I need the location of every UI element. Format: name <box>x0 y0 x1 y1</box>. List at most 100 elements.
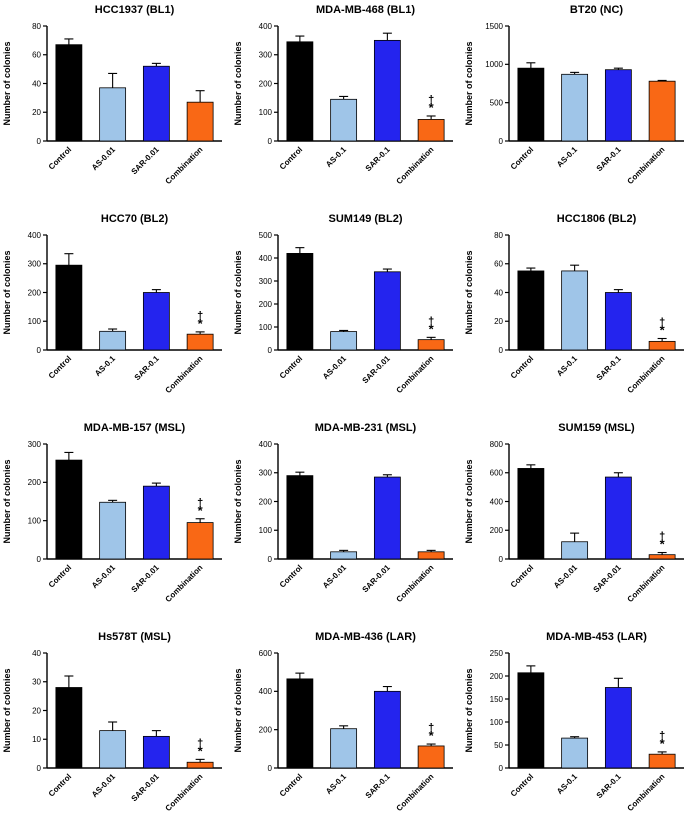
x-tick-label: AS-0.01 <box>90 772 118 800</box>
y-tick-label: 200 <box>490 526 504 535</box>
y-tick-label: 100 <box>28 317 42 326</box>
x-tick-label: Control <box>47 772 73 798</box>
dagger-annotation: † <box>659 531 665 543</box>
x-tick-label: Control <box>47 354 73 380</box>
bar-control <box>517 468 545 560</box>
y-tick-label: 400 <box>259 254 273 263</box>
x-tick-label: AS-0.1 <box>324 772 348 796</box>
y-tick-label: 200 <box>259 79 273 88</box>
y-tick-label: 0 <box>268 346 273 355</box>
x-tick-label: Control <box>278 145 304 171</box>
dagger-annotation: † <box>428 722 434 734</box>
chart-title: Hs578T (MSL) <box>98 631 171 643</box>
y-tick-label: 400 <box>28 231 42 240</box>
x-tick-label: Combination <box>626 772 667 813</box>
asterisk-annotation: * <box>429 728 435 743</box>
bar-as <box>561 73 589 142</box>
chart-svg-sum159-msl: SUM159 (MSL) Number of colonies 0 200 400 600… <box>464 422 684 604</box>
y-axis-label: Number of colonies <box>464 459 474 543</box>
bar-sar <box>142 65 170 142</box>
x-tick-label: SAR-0.01 <box>361 563 393 595</box>
bar-sar <box>604 476 632 560</box>
y-axis-label: Number of colonies <box>464 250 474 334</box>
y-tick-label: 200 <box>490 672 504 681</box>
y-tick-label: 300 <box>28 260 42 269</box>
bar-control <box>517 672 545 769</box>
bar-combination <box>417 745 445 769</box>
y-tick-label: 10 <box>32 735 41 744</box>
bar-combination <box>648 554 676 560</box>
chart-panel-bt20-nc: BT20 (NC) Number of colonies 0 500 1000 1500 C… <box>462 0 693 209</box>
x-tick-label: AS-0.01 <box>321 354 349 382</box>
bar-sar <box>142 292 170 351</box>
asterisk-annotation: * <box>198 503 204 518</box>
bar-as <box>330 331 358 351</box>
bar-sar <box>373 271 401 351</box>
y-tick-label: 0 <box>37 137 42 146</box>
chart-svg-mda-mb-436-lar: MDA-MB-436 (LAR) Number of colonies 0 200 40… <box>233 631 453 813</box>
bar-combination <box>186 333 214 351</box>
chart-panel-hcc1937-bl1: HCC1937 (BL1) Number of colonies 0 20 40 60 80… <box>0 0 231 209</box>
dagger-annotation: † <box>659 317 665 329</box>
chart-svg-mda-mb-453-lar: MDA-MB-453 (LAR) Number of colonies 0 50 100… <box>464 631 684 813</box>
bar-as <box>330 728 358 769</box>
chart-title: MDA-MB-157 (MSL) <box>84 422 186 434</box>
bar-combination <box>186 761 214 769</box>
x-tick-label: SAR-0.01 <box>361 354 393 386</box>
chart-panel-hcc1806-bl2: HCC1806 (BL2) Number of colonies 0 20 40 60 80… <box>462 209 693 418</box>
y-axis-label: Number of colonies <box>464 41 474 125</box>
x-tick-label: AS-0.01 <box>552 563 580 591</box>
bar-combination <box>417 551 445 560</box>
y-tick-label: 200 <box>28 288 42 297</box>
y-tick-label: 1000 <box>485 60 503 69</box>
bar-sar <box>142 485 170 560</box>
x-tick-label: SAR-0.1 <box>364 145 392 173</box>
chart-title: MDA-MB-468 (BL1) <box>316 4 415 16</box>
x-tick-label: SAR-0.1 <box>133 354 161 382</box>
chart-svg-mda-mb-468-bl1: MDA-MB-468 (BL1) Number of colonies 0 100 20… <box>233 4 453 186</box>
x-tick-label: AS-0.1 <box>555 145 579 169</box>
chart-panel-mda-mb-157-msl: MDA-MB-157 (MSL) Number of colonies 0 100 20… <box>0 418 231 627</box>
x-tick-label: Combination <box>395 145 436 186</box>
chart-panel-hcc70-bl2: HCC70 (BL2) Number of colonies 0 100 200 300 4… <box>0 209 231 418</box>
asterisk-annotation: * <box>198 743 204 758</box>
dagger-annotation: † <box>197 497 203 509</box>
x-tick-label: SAR-0.1 <box>364 772 392 800</box>
bar-control <box>517 67 545 142</box>
y-tick-label: 20 <box>32 108 41 117</box>
chart-title: MDA-MB-453 (LAR) <box>546 631 647 643</box>
x-tick-label: Control <box>278 563 304 589</box>
chart-title: MDA-MB-436 (LAR) <box>315 631 416 643</box>
x-tick-label: AS-0.1 <box>93 354 117 378</box>
x-tick-label: Combination <box>164 145 205 186</box>
y-axis-label: Number of colonies <box>233 41 243 125</box>
y-tick-label: 100 <box>259 323 273 332</box>
bar-control <box>55 459 83 560</box>
bar-combination <box>648 340 676 351</box>
y-axis-label: Number of colonies <box>2 250 12 334</box>
y-tick-label: 400 <box>259 687 273 696</box>
y-tick-label: 100 <box>490 718 504 727</box>
y-tick-label: 300 <box>259 277 273 286</box>
y-tick-label: 600 <box>259 649 273 658</box>
bar-control <box>55 264 83 351</box>
bar-sar <box>604 292 632 351</box>
x-tick-label: Control <box>278 772 304 798</box>
y-axis-label: Number of colonies <box>233 668 243 752</box>
x-tick-label: Control <box>278 354 304 380</box>
y-tick-label: 0 <box>499 764 504 773</box>
chart-panel-mda-mb-231-msl: MDA-MB-231 (MSL) Number of colonies 0 100 20… <box>231 418 462 627</box>
bar-as <box>561 541 589 560</box>
y-tick-label: 400 <box>259 22 273 31</box>
y-tick-label: 150 <box>490 695 504 704</box>
bar-sar <box>373 476 401 560</box>
y-tick-label: 100 <box>259 526 273 535</box>
x-tick-label: SAR-0.1 <box>595 772 623 800</box>
y-tick-label: 0 <box>499 555 504 564</box>
chart-svg-hcc1806-bl2: HCC1806 (BL2) Number of colonies 0 20 40 60 80… <box>464 213 684 395</box>
x-tick-label: Control <box>47 563 73 589</box>
x-tick-label: Combination <box>626 145 667 186</box>
x-tick-label: Combination <box>395 354 436 395</box>
y-tick-label: 0 <box>37 346 42 355</box>
